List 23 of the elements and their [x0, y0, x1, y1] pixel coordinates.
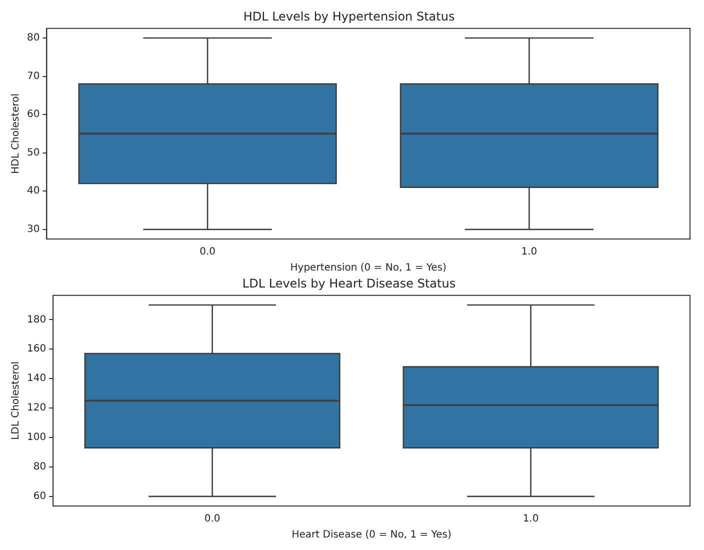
y-axis-title: LDL Cholesterol: [10, 361, 22, 440]
x-axis-title: Heart Disease (0 = No, 1 = Yes): [292, 530, 452, 541]
y-tick-label: 50: [26, 147, 40, 158]
y-tick-label: 80: [33, 462, 46, 473]
y-tick-label: 100: [26, 432, 46, 444]
x-tick-label: 0.0: [204, 514, 220, 525]
y-axis-title: HDL Cholesterol: [10, 93, 22, 174]
y-tick-label: 70: [26, 70, 40, 82]
y-tick-label: 30: [26, 224, 40, 236]
y-tick-label: 60: [33, 491, 46, 502]
y-tick-label: 80: [26, 32, 40, 44]
chart-title: HDL Levels by Hypertension Status: [243, 9, 455, 24]
x-axis-title: Hypertension (0 = No, 1 = Yes): [290, 262, 447, 274]
y-tick-label: 60: [26, 109, 40, 120]
y-tick-label: 40: [26, 186, 40, 197]
x-tick-label: 0.0: [200, 246, 216, 258]
y-tick-label: 140: [26, 373, 46, 384]
x-tick-label: 1.0: [521, 246, 538, 258]
y-tick-label: 160: [26, 344, 46, 355]
x-tick-label: 1.0: [522, 514, 539, 525]
chart-title: LDL Levels by Heart Disease Status: [242, 276, 456, 290]
y-tick-label: 120: [26, 402, 46, 414]
y-tick-label: 180: [26, 314, 46, 326]
